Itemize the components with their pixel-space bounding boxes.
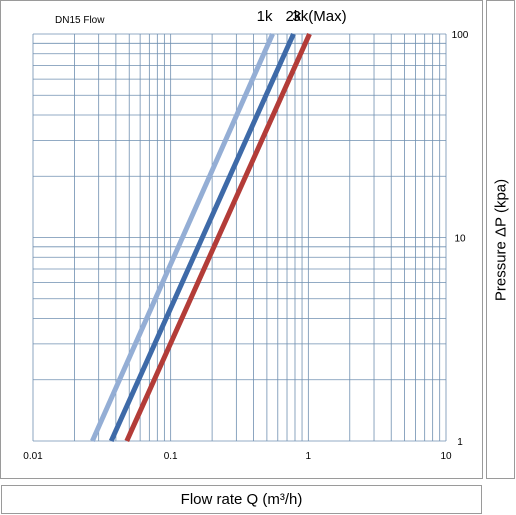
series-label-1: 1k — [257, 8, 273, 25]
y-axis-label-box: Pressure ΔP (kpa) — [486, 0, 515, 479]
x-tick-label: 1 — [306, 451, 312, 462]
series-line-1 — [90, 32, 275, 443]
chart-frame: 0.01 0.1 1 10 1 10 100 1k 2k 3k(Max) DN15 Flow — [0, 0, 483, 479]
x-axis-label: Flow rate Q (m³/h) — [180, 491, 303, 508]
x-tick-label: 0.1 — [164, 451, 178, 462]
grid — [32, 33, 447, 442]
chart-title: DN15 Flow — [55, 15, 105, 26]
tick-labels: 0.01 0.1 1 10 1 10 100 — [23, 30, 469, 462]
series-label-3: 3k(Max) — [292, 8, 346, 25]
y-tick-label: 1 — [457, 437, 463, 448]
x-tick-label: 10 — [440, 451, 452, 462]
x-tick-label: 0.01 — [23, 451, 43, 462]
y-axis-label: Pressure ΔP (kpa) — [492, 178, 509, 301]
series-lines — [90, 32, 312, 443]
series-line-3 — [124, 32, 312, 443]
y-tick-label: 100 — [452, 30, 469, 41]
series-label-2: 2k — [286, 8, 302, 25]
y-tick-label: 10 — [454, 234, 466, 245]
x-axis-label-box: Flow rate Q (m³/h) — [1, 485, 482, 514]
series-line-2 — [108, 32, 296, 443]
